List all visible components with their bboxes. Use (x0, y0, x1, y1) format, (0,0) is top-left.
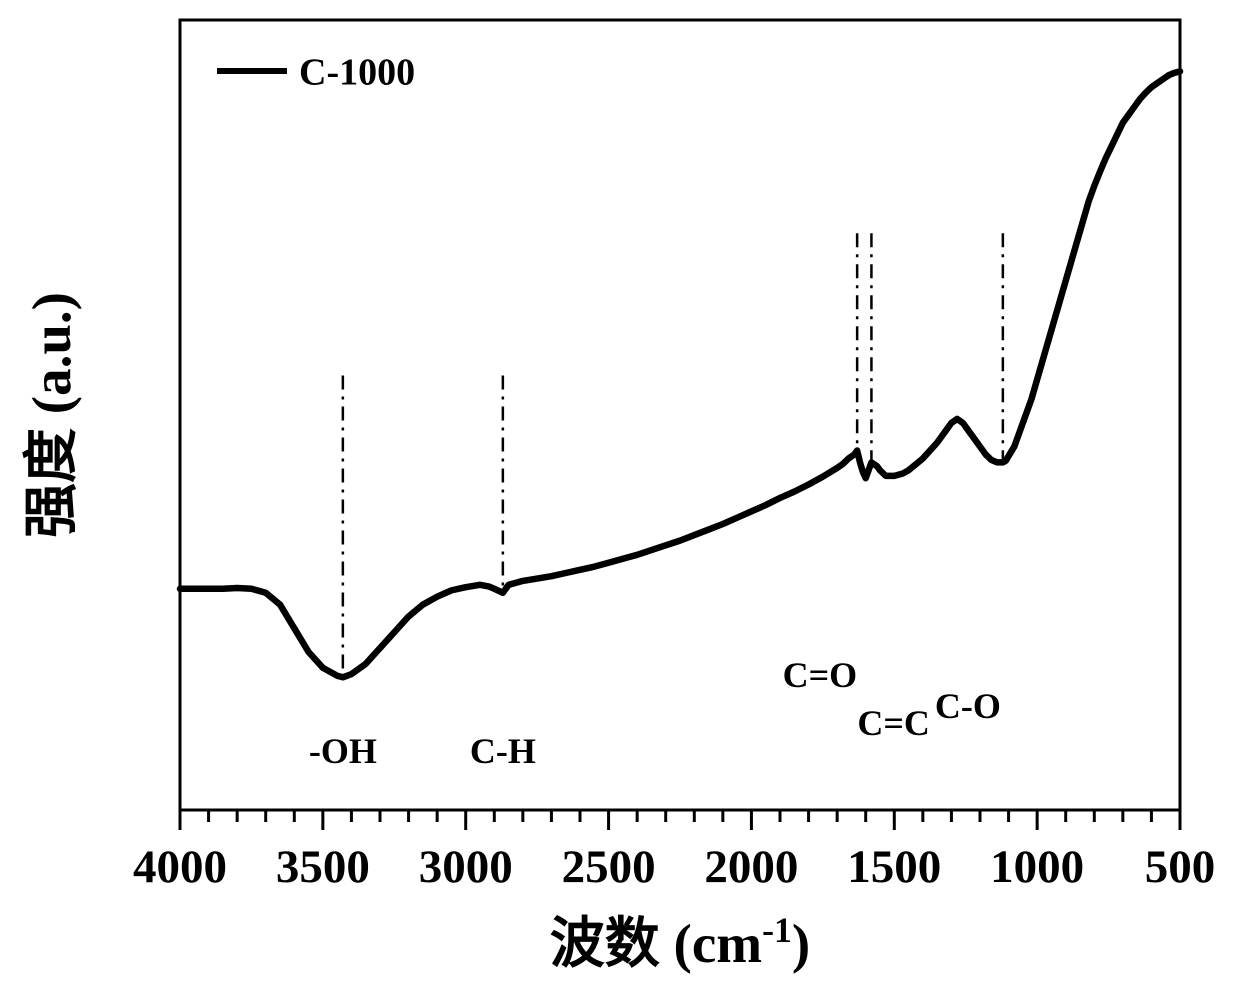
y-axis-label: 强度 (a.u.) (21, 292, 82, 538)
chart-svg: 4000350030002500200015001000500波数 (cm-1)… (0, 0, 1240, 992)
x-tick-label: 3000 (419, 841, 513, 893)
x-tick-label: 4000 (133, 841, 227, 893)
x-tick-label: 1500 (847, 841, 941, 893)
ir-spectrum-chart: 4000350030002500200015001000500波数 (cm-1)… (0, 0, 1240, 992)
x-tick-label: 500 (1145, 841, 1216, 893)
peak-marker-label: C-O (935, 686, 1001, 726)
x-tick-label: 3500 (276, 841, 370, 893)
x-tick-label: 1000 (990, 841, 1084, 893)
peak-marker-label: -OH (309, 731, 377, 771)
peak-marker-label: C=C (857, 703, 930, 743)
x-tick-label: 2500 (562, 841, 656, 893)
peak-marker-label: C=O (783, 655, 858, 695)
x-tick-label: 2000 (704, 841, 798, 893)
peak-marker-label: C-H (470, 731, 536, 771)
legend-label: C-1000 (299, 51, 415, 93)
